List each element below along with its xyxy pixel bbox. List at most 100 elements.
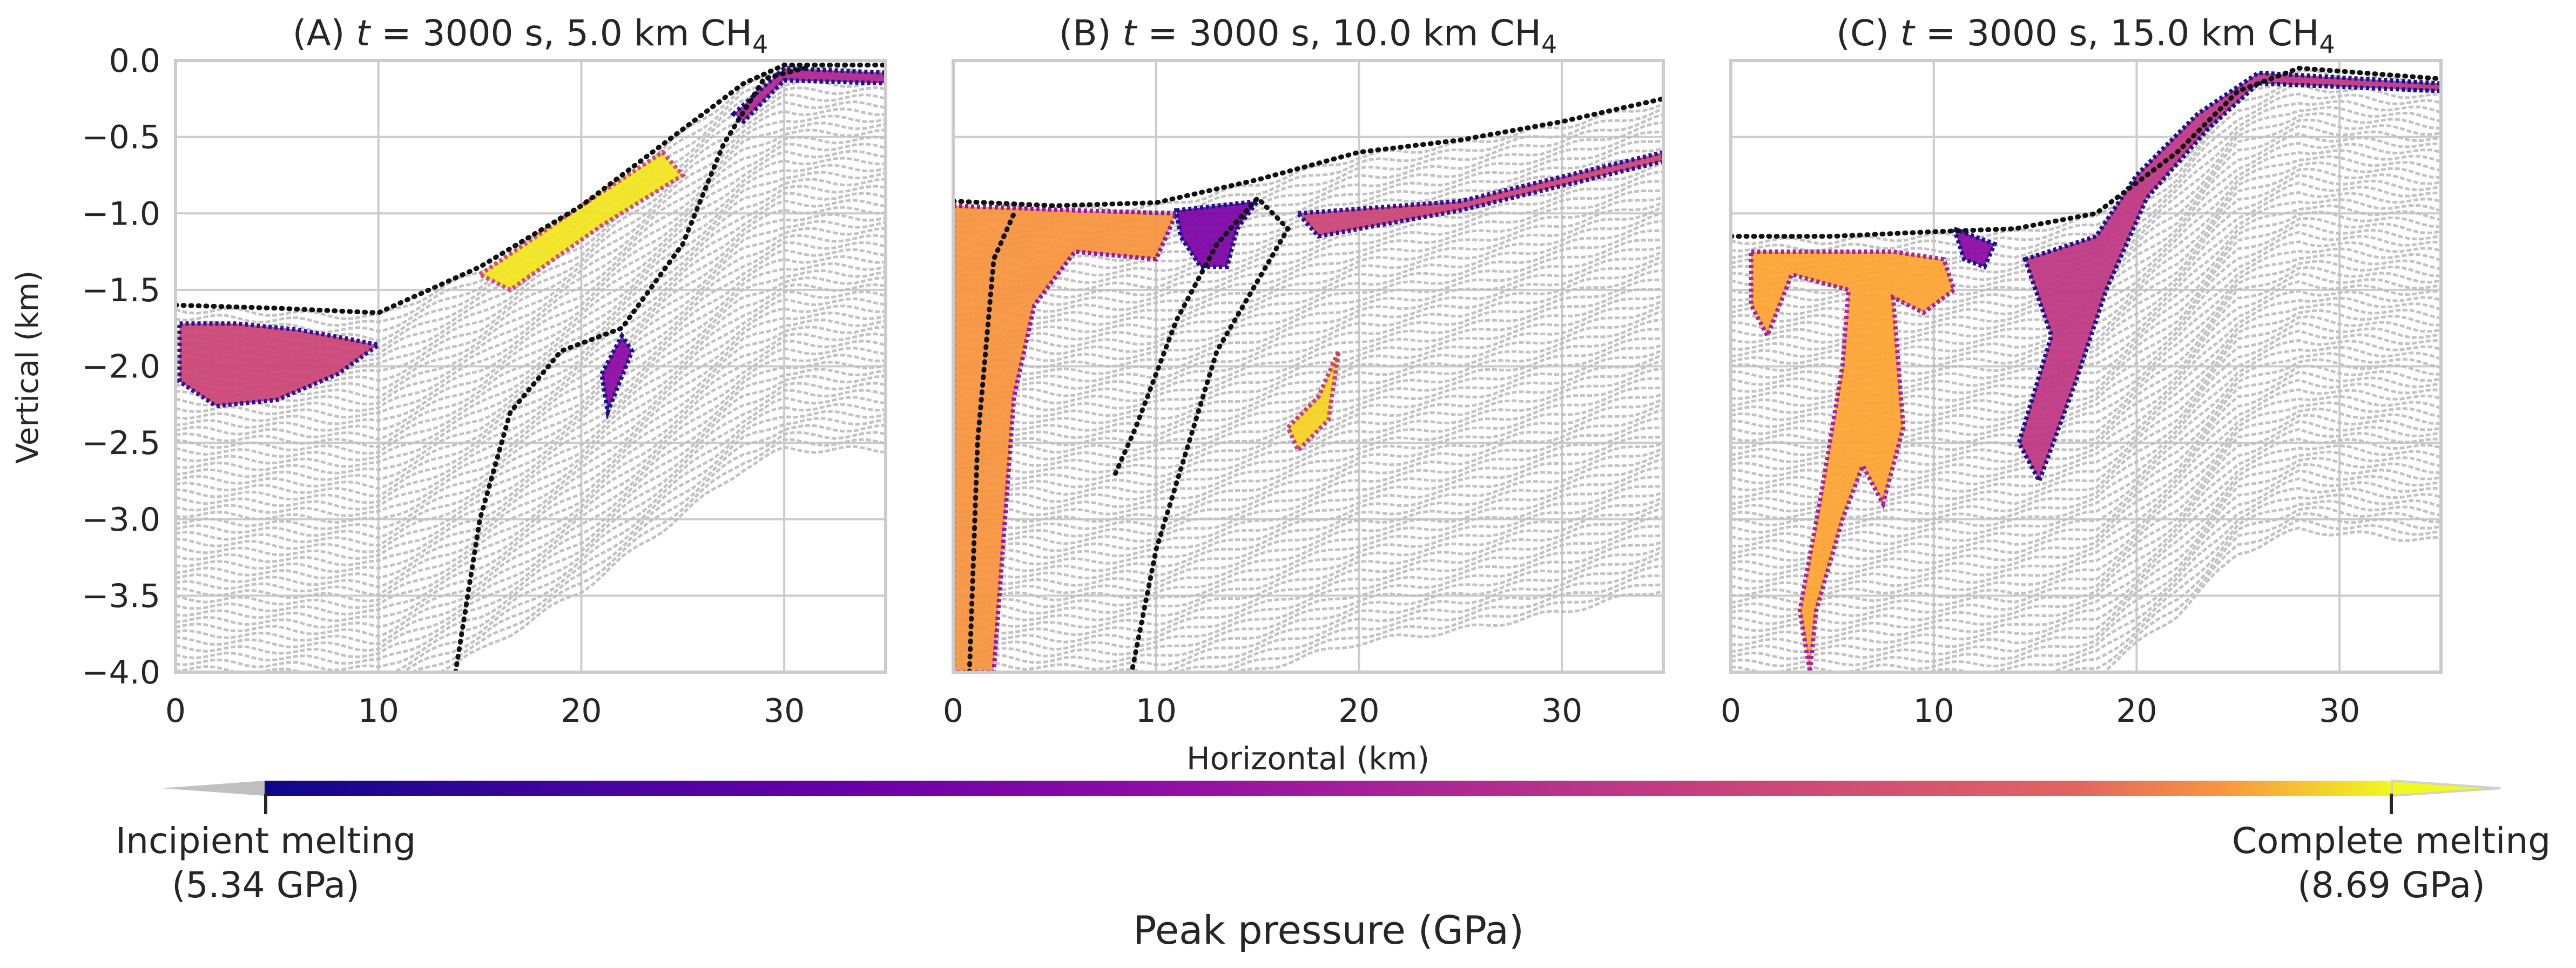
panel-b-particle-layer: [953, 397, 1663, 510]
colorbar-max-value: (8.69 GPa): [2297, 864, 2485, 906]
panel-c-particle-layer: [1731, 428, 2441, 604]
panel-b-particle-layer: [953, 353, 1663, 468]
panel-b-particle-layer: [953, 180, 1663, 292]
panel-c-particle-layer: [1731, 364, 2441, 541]
panel-c-particle-layer: [2061, 518, 2441, 672]
panel-b-particle-layer: [953, 402, 1663, 517]
panel-a-particle-layer: [176, 424, 886, 672]
panel-c-particle-layer: [1731, 437, 2441, 611]
panel-b: 0 10 20 30 (B) t = 3000 s, 10.0 km CH4: [943, 12, 1665, 730]
panel-b-particle-layer: [953, 457, 1663, 572]
panel-b-surface-boundary: [953, 96, 1663, 208]
panel-a-y-tick-label: −2.5: [82, 424, 160, 462]
panel-c-x-tick-label: 10: [1913, 692, 1954, 730]
panel-c-particle-layer: [1731, 407, 2441, 583]
panel-a-particle-layer: [176, 347, 886, 603]
panel-a-particle-layer: [176, 199, 886, 455]
panel-a-particle-layer: [176, 319, 886, 573]
panel-c-particle-layer: [1731, 486, 2441, 661]
panel-a-y-tick-label: −3.5: [82, 577, 160, 615]
panel-a-particle-layer: [176, 234, 886, 490]
panel-a-surface-boundary: [176, 63, 886, 315]
panel-c-x-tick-label: 30: [2319, 692, 2360, 730]
panel-b-particle-layer: [953, 507, 1663, 621]
panel-a-x-ticks: 0 10 20 30: [165, 692, 805, 730]
panel-c-particle-layer: [2025, 512, 2441, 672]
panel-b-particle-layer: [953, 476, 1663, 587]
panel-a-particle-layer: [176, 368, 886, 622]
panel-b-particle-layer: [953, 229, 1663, 341]
colorbar-title: Peak pressure (GPa): [1133, 908, 1524, 953]
panel-a-particle-layer: [176, 171, 886, 425]
panel-a-y-tick-label: 0.0: [109, 42, 160, 80]
colorbar-max-label: Complete melting: [2232, 820, 2551, 862]
panel-b-particle-layer: [953, 484, 1663, 594]
panel-b-melt-region: [953, 204, 1180, 672]
panel-b-particle-layer: [953, 287, 1663, 397]
panel-a-particle-layer: [176, 417, 886, 672]
panel-b-melt-region: [1293, 150, 1663, 239]
panel-c-surface-boundary: [1731, 65, 2441, 239]
panel-a-particle-layer: [176, 269, 886, 524]
panel-a-particle-layer: [176, 150, 886, 406]
panel-a-particle-layer: [437, 445, 886, 672]
panel-a-x-tick-label: 30: [764, 692, 805, 730]
panel-b-x-ticks: 0 10 20 30: [943, 692, 1582, 730]
panel-a-particle-layer: [176, 241, 886, 498]
panel-b-particle-layer: [953, 299, 1663, 411]
panel-c-x-ticks: 0 10 20 30: [1721, 692, 2360, 730]
panel-a-particle-layer: [176, 248, 886, 504]
panel-b-particle-layer: [953, 196, 1663, 307]
panel-a-particle-layer: [176, 220, 886, 475]
panel-b-particle-layer: [953, 525, 1663, 637]
panel-b-particle-layer: [953, 368, 1663, 481]
panel-a-x-tick-label: 10: [358, 692, 399, 730]
panel-c-particle-layer: [1731, 378, 2441, 555]
panel-c-x-tick-label: 20: [2116, 692, 2157, 730]
panel-b-particle-layer: [953, 408, 1663, 523]
panel-b-particle-layer: [953, 220, 1663, 334]
panel-c-melt-region: [1749, 249, 1957, 672]
panel-c-title: (C) t = 3000 s, 15.0 km CH4: [1836, 12, 2335, 59]
panel-a-particle-layer: [176, 290, 886, 547]
panel-a-melt: [177, 66, 886, 421]
panel-b-particle-layer: [953, 426, 1663, 538]
panel-b-particle-layer: [953, 245, 1663, 356]
panel-a-x-tick-label: 20: [561, 692, 602, 730]
panel-b-melt-region: [1285, 350, 1341, 455]
panel-a-particle-layer: [176, 164, 886, 419]
panel-c-particle-layer: [1731, 401, 2441, 576]
panel-c-particle-layer: [1731, 450, 2441, 625]
panel-b-melt-region: [1174, 198, 1263, 269]
panel-b-particle-layer: [953, 392, 1663, 503]
panel-b-particle-layer: [953, 269, 1663, 383]
panel-a-particle-layer: [176, 375, 886, 629]
panel-c-frame: [1729, 59, 2443, 674]
panel-c-particle-layer: [1731, 395, 2441, 569]
panel-a-y-ticks: 0.0 −0.5 −1.0 −1.5 −2.0 −2.5 −3.0 −3.5 −4.0: [82, 42, 160, 692]
panel-b-particle-layer: [953, 162, 1663, 277]
panel-a-y-tick-label: −0.5: [82, 119, 160, 157]
panel-a-particle-layer: [176, 410, 886, 665]
panel-c-particle-layer: [1731, 388, 2441, 562]
panel-b-particle-layer: [953, 260, 1663, 375]
panel-b-particle-layer: [953, 442, 1663, 553]
panel-c-melt: [1749, 70, 2441, 672]
panel-a-particle-layer: [176, 276, 886, 531]
panel-a-particle-layer: [176, 206, 886, 462]
panel-a-title: (A) t = 3000 s, 5.0 km CH4: [293, 12, 768, 59]
panel-b-particle-layer: [953, 250, 1663, 362]
panel-c-melt-region: [1950, 225, 1998, 270]
panel-a-particle-layer: [176, 283, 886, 539]
panel-c-particle-layer: [2101, 526, 2441, 672]
colorbar-over-extension: [2391, 779, 2501, 797]
panel-a-particle-layer: [176, 304, 886, 560]
panel-b-particle-layer: [953, 435, 1663, 545]
panel-b-particle-layer: [953, 318, 1663, 432]
panel-a-interface-boundary: [453, 65, 807, 672]
panel-c-particle-layer: [1731, 456, 2441, 633]
panel-b-particle-layer: [953, 238, 1663, 348]
panel-a-particle-layer: [176, 312, 886, 567]
panel-b-particle-layer: [953, 515, 1663, 629]
